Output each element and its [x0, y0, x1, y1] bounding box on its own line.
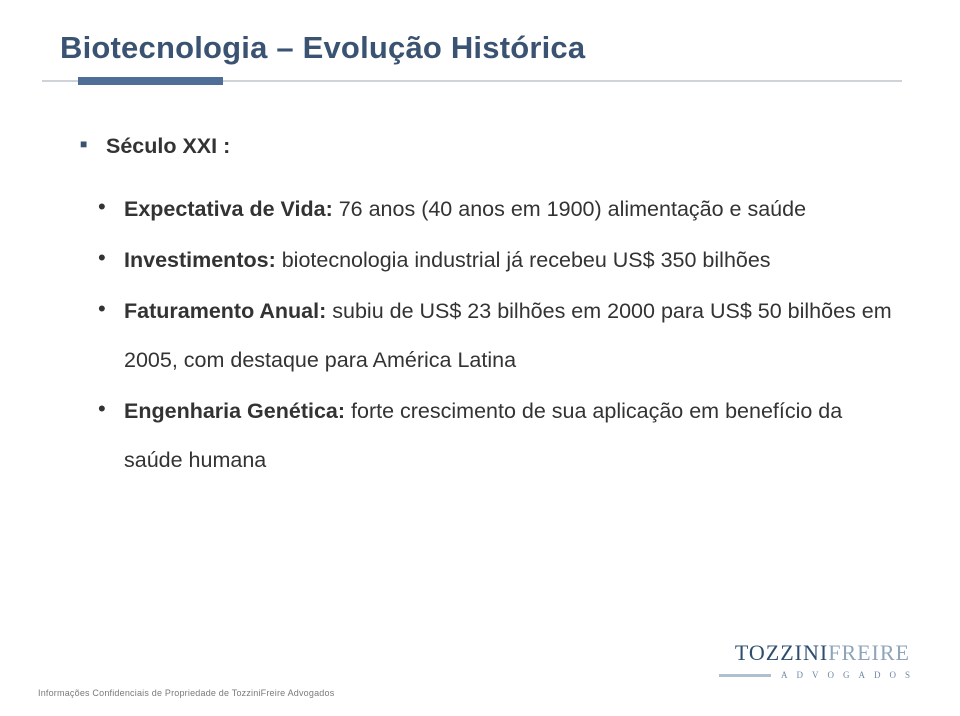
bullet-bold: Investimentos: — [124, 248, 276, 272]
bullet-level2: Faturamento Anual: subiu de US$ 23 bilhõ… — [98, 287, 900, 385]
logo-part-b: FREIRE — [828, 640, 910, 665]
logo-bar-icon — [719, 674, 771, 677]
rule-accent — [78, 77, 223, 85]
header-area: Biotecnologia – Evolução Histórica — [60, 30, 900, 82]
slide: Biotecnologia – Evolução Histórica Sécul… — [0, 0, 960, 716]
bullet-level2: Expectativa de Vida: 76 anos (40 anos em… — [98, 185, 900, 234]
logo-subtitle: ADVOGADOS — [781, 670, 919, 680]
bullet-bold: Faturamento Anual: — [124, 299, 326, 323]
bullet-text: 76 anos (40 anos em 1900) alimentação e … — [333, 197, 806, 221]
bullet-level2: Investimentos: biotecnologia industrial … — [98, 236, 900, 285]
logo-part-a: TOZZINI — [735, 640, 828, 665]
logo-main: TOZZINIFREIRE — [719, 640, 910, 666]
bullet-text: biotecnologia industrial já recebeu US$ … — [276, 248, 771, 272]
bullet-bold: Expectativa de Vida: — [124, 197, 333, 221]
slide-title: Biotecnologia – Evolução Histórica — [60, 30, 900, 66]
logo: TOZZINIFREIRE ADVOGADOS — [719, 640, 910, 680]
bullet-level2: Engenharia Genética: forte crescimento d… — [98, 387, 900, 485]
footer-confidential: Informações Confidenciais de Propriedade… — [38, 688, 334, 698]
bullet-bold: Engenharia Genética: — [124, 399, 345, 423]
logo-sub-wrap: ADVOGADOS — [719, 670, 910, 680]
content-area: Século XXI : Expectativa de Vida: 76 ano… — [80, 122, 900, 485]
bullet-level1: Século XXI : — [80, 122, 900, 171]
title-rule — [42, 80, 902, 82]
